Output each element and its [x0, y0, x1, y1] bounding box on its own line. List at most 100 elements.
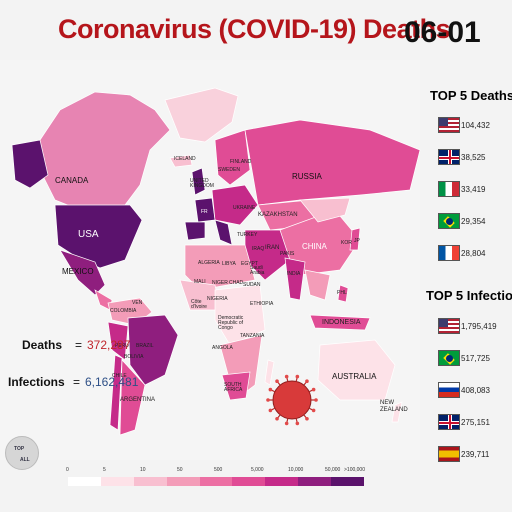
uk-shape [191, 167, 206, 196]
date-label: 06-01 [404, 16, 481, 49]
legend-tick-label: 0 [66, 467, 69, 473]
top-infections-value: 517,725 [461, 354, 490, 363]
map-label-ethiopia: ETHIOPIA [250, 301, 274, 307]
greenland-shape [164, 87, 239, 143]
map-label-japan: JP [354, 238, 360, 244]
logo-top-text: TOP [14, 446, 25, 452]
spain-flag-icon [438, 446, 460, 462]
virus-spike-tip [266, 398, 270, 402]
legend-color-bar [68, 477, 365, 486]
top-deaths-value: 104,432 [461, 121, 490, 130]
legend-tick-label: >100,000 [344, 467, 365, 473]
infections-total-value: 6,162,481 [85, 375, 139, 389]
brazil-flag-icon [438, 213, 460, 229]
indonesia-shape [309, 314, 371, 331]
virus-spike-tip [275, 416, 279, 421]
virus-spike-tip [268, 387, 273, 392]
map-label-chad: CHAD [229, 280, 244, 286]
map-label-egypt: EGYPT [241, 261, 258, 267]
legend-tick-label: 5 [103, 467, 106, 473]
top-infections-value: 239,711 [461, 450, 490, 459]
legend-swatch [68, 477, 101, 486]
us-flag-icon [438, 318, 460, 334]
map-label-south-africa: SOUTH AFRICA [224, 382, 243, 393]
legend-swatch [166, 477, 200, 486]
france-flag-icon [438, 245, 460, 261]
map-label-china: CHINA [302, 242, 327, 251]
map-label-mexico: MEXICO [62, 267, 94, 276]
map-label-angola: ANGOLA [212, 345, 233, 351]
map-label-usa: USA [78, 229, 99, 240]
virus-spike-tip [295, 421, 300, 426]
map-label-sweden: SWEDEN [218, 167, 240, 173]
page-title: Coronavirus (COVID-19) Deaths [58, 14, 451, 44]
legend-tick-label: 50,000 [325, 467, 341, 473]
legend-tick-label: 10 [140, 467, 146, 473]
map-label-india: INDIA [287, 271, 301, 277]
south-africa-shape [221, 371, 251, 401]
map-label-kazakhstan: KAZAKHSTAN [258, 212, 298, 218]
top-infections-value: 1,795,419 [461, 322, 497, 331]
map-label-iceland: ICELAND [174, 156, 196, 162]
deaths-total-value: 372,287 [87, 338, 131, 352]
map-label-tanzania: TANZANIA [240, 333, 265, 339]
deaths-equals: = [75, 338, 83, 352]
legend-swatch [232, 477, 266, 486]
map-label-ven: VEN [132, 300, 143, 306]
top-infections-value: 275,151 [461, 418, 490, 427]
central-europe-shape [211, 184, 259, 226]
map-label-chile: CHILE [112, 373, 127, 379]
map-label-turkey: TURKEY [237, 232, 258, 238]
coronavirus-icon [266, 374, 318, 426]
uk-flag-icon [438, 149, 460, 165]
virus-spike-tip [295, 374, 300, 379]
legend-swatch [265, 477, 299, 486]
channel-logo: TOP ALL [5, 436, 39, 470]
spain-shape [184, 221, 206, 241]
map-label-korea: KOR [341, 240, 352, 246]
russia-flag-icon [438, 382, 460, 398]
legend-swatch [298, 477, 332, 486]
peru-shape [107, 321, 129, 361]
brazil-shape [127, 314, 179, 386]
top-deaths-value: 33,419 [461, 185, 486, 194]
argentina-shape [119, 359, 146, 436]
scandinavia-shape [214, 129, 251, 186]
infections-label: Infections [8, 375, 65, 389]
alaska-shape [11, 139, 49, 189]
virus-spike-tip [305, 379, 309, 384]
brazil-flag-icon [438, 350, 460, 366]
legend-swatch [100, 477, 134, 486]
australia-shape [317, 339, 396, 401]
southeast-asia-shape [304, 269, 331, 301]
virus-spike-tip [268, 408, 273, 413]
italy-flag-icon [438, 181, 460, 197]
map-label-united-kingdom: UNITED KINGDOM [190, 178, 214, 189]
map-label-bolivia: BOLIVIA [124, 354, 144, 360]
legend-swatch [199, 477, 233, 486]
mexico-shape [59, 249, 106, 296]
uk-flag-icon [438, 414, 460, 430]
virus-spike-tip [284, 374, 289, 379]
logo-bottom-text: ALL [20, 457, 30, 463]
map-label-iran: IRAN [265, 245, 280, 251]
virus-spike-tip [284, 421, 289, 426]
canada-shape [39, 91, 171, 211]
map-label-new-zealand: NEW ZEALAND [380, 400, 408, 413]
top-deaths-value: 29,354 [461, 217, 486, 226]
map-label-argentina: ARGENTINA [120, 397, 156, 403]
map-label-pakistan: PAKIS [280, 251, 295, 257]
map-label-ukraine: UKRAINE [233, 205, 256, 211]
philippines-shape [337, 284, 349, 303]
legend-swatch [331, 477, 365, 486]
virus-spike-tip [311, 408, 316, 413]
virus-spike-tip [314, 398, 318, 402]
map-label-saudi-arabia: Saudi Arabia [250, 265, 265, 276]
map-label-niger: NIGER [212, 280, 228, 286]
map-label-australia: AUSTRALIA [332, 372, 377, 381]
map-label-iraq: IRAQ [252, 246, 265, 252]
top-infections-heading: TOP 5 Infections [426, 288, 512, 303]
map-label-peru: PERU [115, 343, 129, 349]
map-label-algeria: ALGERIA [198, 260, 220, 266]
iceland-shape [169, 154, 193, 168]
